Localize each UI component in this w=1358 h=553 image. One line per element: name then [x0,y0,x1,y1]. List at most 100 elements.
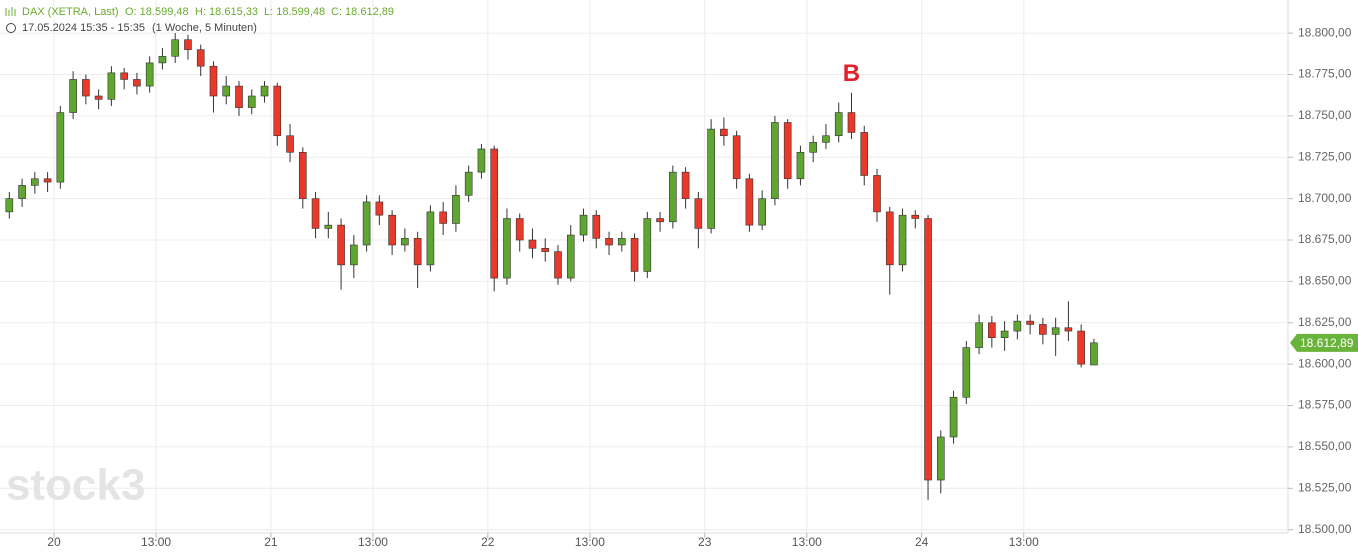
candle-body [350,244,358,266]
candle-body [1077,330,1085,365]
y-tick-label: 18.725,00 [1298,149,1352,163]
candle-body [69,79,77,113]
candle-body [273,85,282,137]
candle-body [133,79,141,87]
candle-body [196,49,205,67]
candle-body [796,151,805,180]
y-tick-label: 18.525,00 [1298,480,1352,494]
watermark: stock3 [6,461,145,510]
candle-body [324,224,333,229]
candle-body [834,112,843,137]
candle-body [184,39,192,50]
candle-body [579,214,588,236]
candle-body [82,79,90,97]
candle-body [885,211,894,266]
candle-body [936,436,945,481]
candle-body [566,234,575,279]
legend: DAX (XETRA, Last) O: 18.599,48 H: 18.615… [5,6,394,34]
candle-body [707,128,715,229]
candle-body [975,322,983,348]
x-tick-label: 22 [481,535,495,549]
clock-icon [6,23,16,33]
y-tick-label: 18.675,00 [1298,232,1352,246]
candle-body [286,135,294,153]
x-tick-label: 20 [47,535,61,549]
x-tick-label: 24 [915,535,929,549]
candle-body [617,238,626,246]
candle-body [171,39,180,57]
candle-body [439,211,447,224]
candle-body [694,198,703,229]
candle-body [158,55,167,64]
candle-body [209,65,218,97]
candle-body [1039,324,1047,335]
legend-interval: (1 Woche, 5 Minuten) [152,22,257,34]
candle-body [541,247,550,252]
candle-body [1000,330,1009,338]
candle-body [860,132,869,176]
candle-body [43,178,52,183]
candle-body [235,85,243,108]
candle-body [822,135,830,143]
candle-body [120,72,128,80]
candle-body [528,239,537,249]
candle-body [847,112,856,133]
candle-body [247,95,256,108]
candle-body [222,85,231,97]
candle-body [1051,327,1060,335]
candle-body [1064,327,1073,332]
candle-body [809,142,818,153]
candle-body [962,347,971,398]
x-tick-label: 13:00 [141,535,171,549]
candle-body [783,122,792,180]
y-tick-label: 18.550,00 [1298,439,1352,453]
candle-body [18,185,26,199]
candle-body [898,214,907,266]
candle-body [477,148,486,173]
candle-body [949,396,958,438]
candle-body [630,238,639,272]
candle-body [1026,320,1034,325]
legend-low: L: 18.599,48 [264,6,325,18]
legend-open: O: 18.599,48 [125,6,189,18]
candle-body [681,171,690,199]
candle-body [107,72,116,100]
last-price-tag [1290,333,1358,352]
y-tick-label: 18.800,00 [1298,25,1352,39]
candle-body [94,95,103,100]
legend-high: H: 18.615,33 [195,6,258,18]
candle-body [758,198,766,226]
candle-body [745,178,754,226]
candle-body [362,201,371,246]
x-tick-label: 13:00 [358,535,388,549]
candle-body [720,128,728,137]
candle-body [388,214,396,246]
candle-body [56,112,65,183]
candle-body [554,251,562,279]
y-tick-label: 18.600,00 [1298,356,1352,370]
candle-body [298,151,307,199]
candle-body [669,171,677,223]
candle-body [337,224,345,266]
legend-close: C: 18.612,89 [331,6,394,18]
candle-body [464,171,473,196]
candle-body [490,148,499,279]
y-tick-label: 18.500,00 [1298,522,1352,536]
candle-body [656,218,664,223]
x-tick-label: 13:00 [1009,535,1039,549]
candle-body [911,214,920,219]
candle-body [924,218,932,481]
y-tick-label: 18.700,00 [1298,191,1352,205]
x-tick-label: 13:00 [575,535,605,549]
candle-body [515,218,524,241]
candle-body [1090,342,1098,366]
candle-body [732,135,741,180]
legend-period: 17.05.2024 15:35 - 15:35 [22,22,145,34]
candle-body [873,175,881,213]
candle-body [592,214,601,239]
candle-body [31,178,39,186]
candle-body [988,322,996,338]
candle-body [401,238,409,246]
